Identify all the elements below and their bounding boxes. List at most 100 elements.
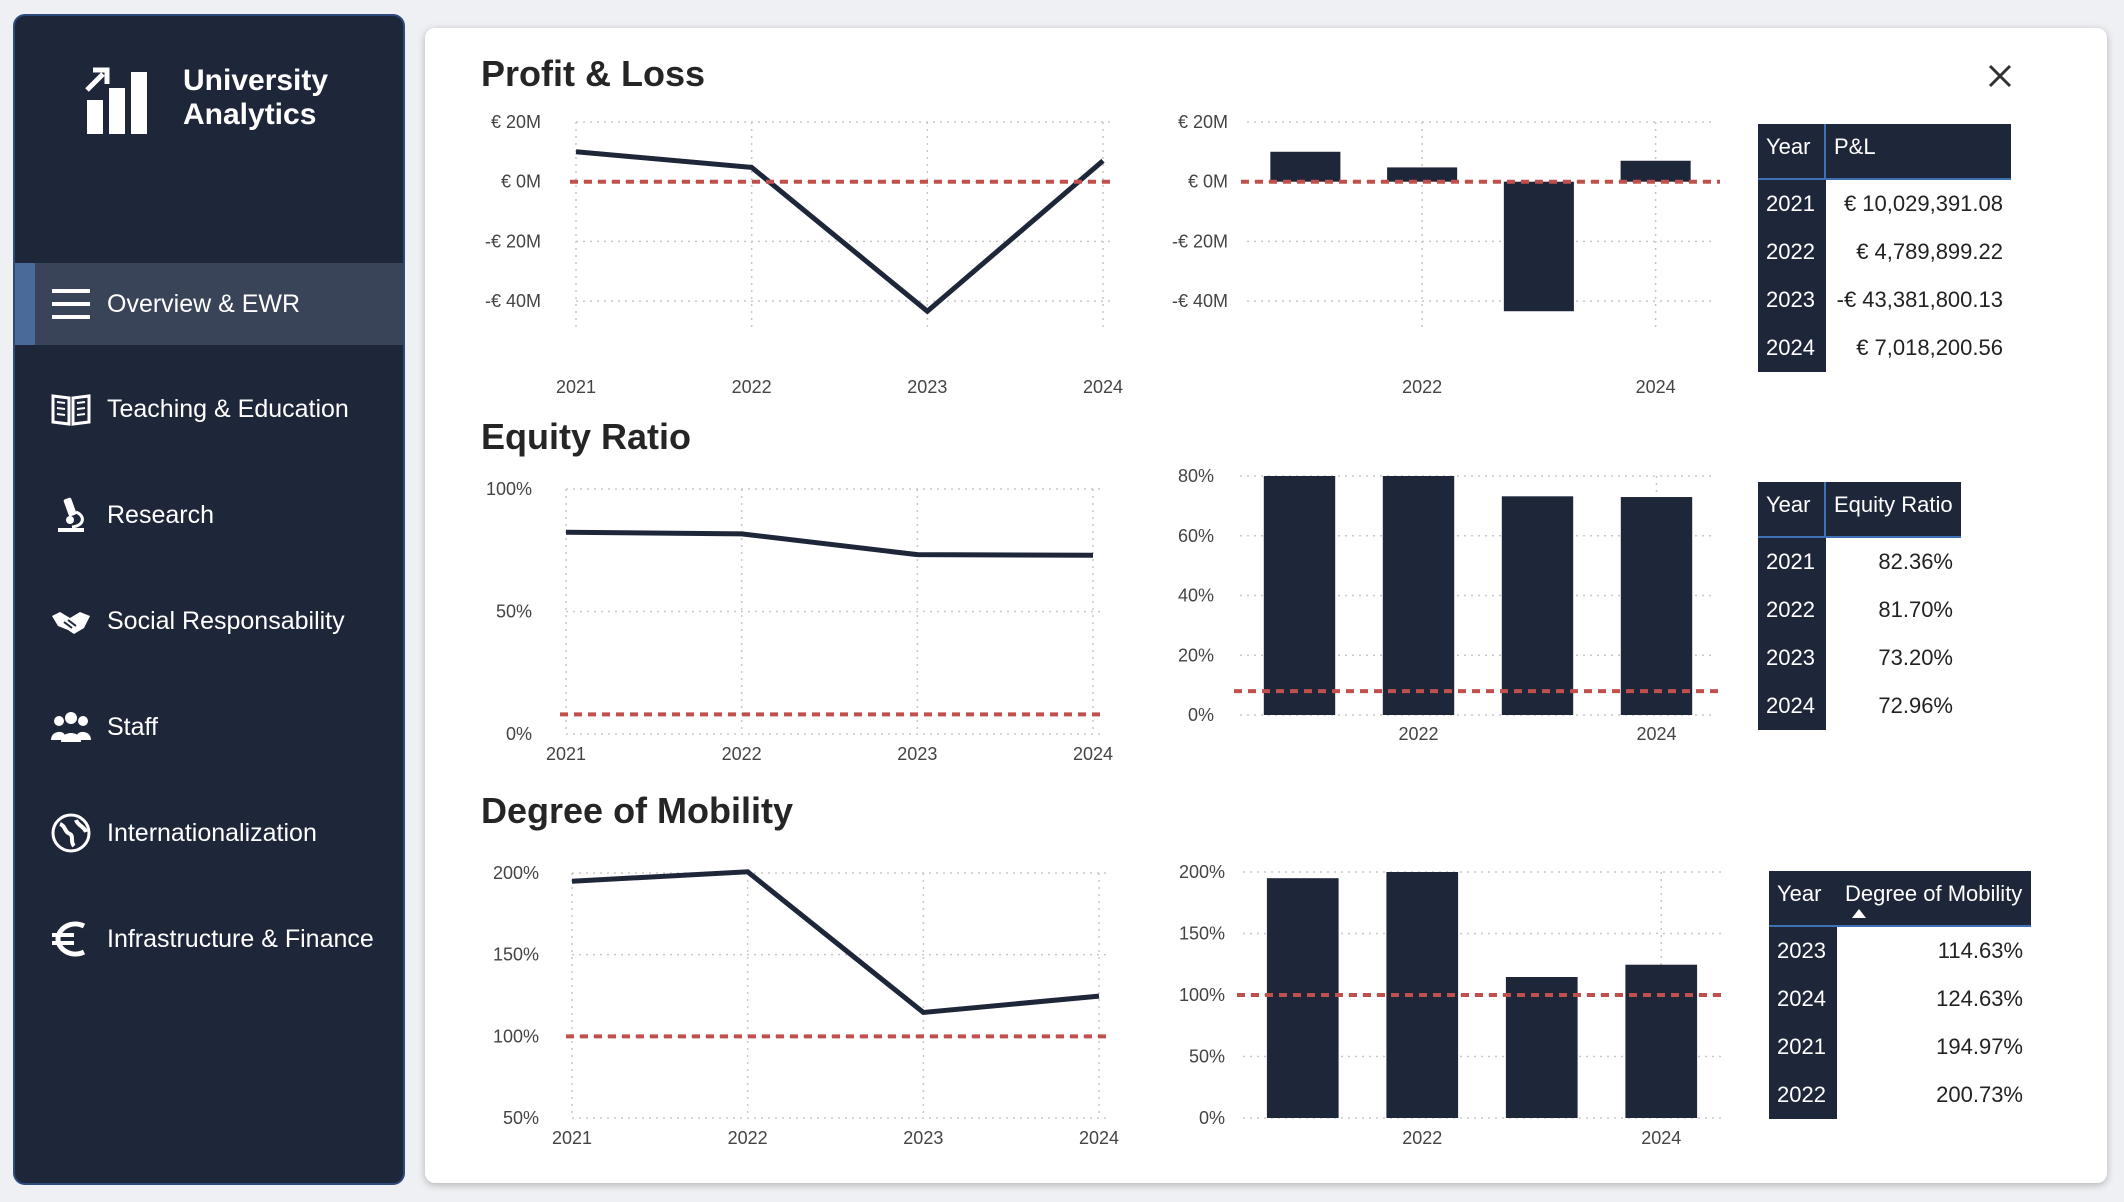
bar (1505, 977, 1578, 1118)
sidebar-item-overview[interactable]: Overview & EWR (15, 263, 403, 345)
series-line (571, 869, 1100, 1016)
sidebar-item-label: Overview & EWR (107, 289, 301, 318)
table-cell-year: 2024 (1758, 324, 1826, 372)
column-header-year[interactable]: Year (1758, 124, 1826, 178)
sidebar-item-label: Staff (107, 712, 158, 741)
y-tick-label: 150% (1179, 924, 1225, 944)
table-cell-year: 2021 (1769, 1023, 1837, 1071)
equity-table: Year Equity Ratio 2021 82.36% 2022 81.70% … (1758, 482, 1961, 730)
table-row: 2022 81.70% (1758, 586, 1961, 634)
y-tick-label: € 20M (491, 112, 541, 132)
y-tick-label: 150% (493, 945, 539, 965)
pnl-table: Year P&L 2021 € 10,029,391.08 2022 € 4,789… (1758, 124, 2011, 372)
y-tick-label: € 20M (1178, 112, 1228, 132)
x-tick-label: 2021 (556, 377, 596, 397)
sidebar-item-social[interactable]: Social Responsability (15, 580, 403, 662)
brand-line2: Analytics (183, 98, 317, 131)
bar (1625, 964, 1698, 1118)
close-icon[interactable] (1980, 56, 2020, 96)
y-tick-label: € 0M (1188, 172, 1228, 192)
y-tick-label: 100% (486, 479, 532, 499)
bar (1387, 167, 1458, 182)
handshake-icon (49, 599, 93, 643)
x-tick-label: 2022 (732, 377, 772, 397)
y-tick-label: € 0M (501, 172, 541, 192)
column-header-year[interactable]: Year (1758, 482, 1826, 536)
book-icon (49, 387, 93, 431)
table-row: 2021 194.97% (1769, 1023, 2031, 1071)
column-header-degree-of-mobility[interactable]: Degree of Mobility (1845, 881, 2023, 906)
table-row: 2021 € 10,029,391.08 (1758, 180, 2011, 228)
table-row: 2024 € 7,018,200.56 (1758, 324, 2011, 372)
bar (1270, 151, 1341, 182)
sidebar-item-label: Infrastructure & Finance (107, 924, 374, 953)
bar (1382, 476, 1455, 715)
brand: University Analytics (81, 56, 328, 140)
euro-icon (49, 917, 93, 961)
y-tick-label: -€ 20M (1172, 231, 1228, 251)
table-cell-year: 2023 (1758, 634, 1826, 682)
sidebar-item-teaching[interactable]: Teaching & Education (15, 368, 403, 450)
x-tick-label: 2024 (1073, 744, 1113, 764)
bar (1501, 496, 1574, 715)
sidebar-item-staff[interactable]: Staff (15, 686, 403, 768)
brand-name: University Analytics (183, 64, 328, 132)
series-line (575, 149, 1105, 315)
column-header-equity-ratio[interactable]: Equity Ratio (1834, 492, 1953, 517)
table-row: 2021 82.36% (1758, 538, 1961, 586)
x-tick-label: 2024 (1079, 1128, 1119, 1148)
section-title-mobility: Degree of Mobility (481, 790, 794, 831)
column-header-year[interactable]: Year (1777, 881, 1822, 906)
table-cell-year: 2023 (1769, 927, 1837, 975)
bar (1266, 878, 1339, 1118)
table-row: 2023 114.63% (1769, 927, 2031, 975)
table-row: 2023 73.20% (1758, 634, 1961, 682)
table-cell-value: -€ 43,381,800.13 (1836, 287, 2003, 312)
table-row: 2023 -€ 43,381,800.13 (1758, 276, 2011, 324)
x-tick-label: 2024 (1641, 1128, 1681, 1148)
table-row: 2024 124.63% (1769, 975, 2031, 1023)
table-cell-value: 114.63% (1937, 938, 2023, 963)
y-tick-label: 100% (493, 1026, 539, 1046)
y-tick-label: -€ 20M (485, 231, 541, 251)
table-cell-value: € 10,029,391.08 (1843, 191, 2003, 216)
y-tick-label: 0% (506, 724, 532, 744)
x-tick-label: 2021 (552, 1128, 592, 1148)
sidebar-item-label: Research (107, 500, 214, 529)
x-tick-label: 2024 (1636, 377, 1676, 397)
sidebar-item-internationalization[interactable]: Internationalization (15, 792, 403, 874)
bar (1620, 497, 1693, 715)
table-cell-value: € 4,789,899.22 (1856, 239, 2003, 264)
sidebar: University Analytics Overview & EWR Teac… (13, 14, 405, 1185)
section-title-pnl: Profit & Loss (481, 53, 706, 94)
column-header-pnl[interactable]: P&L (1834, 134, 1876, 159)
x-tick-label: 2022 (728, 1128, 768, 1148)
table-cell-year: 2023 (1758, 276, 1826, 324)
sidebar-item-infrastructure[interactable]: Infrastructure & Finance (15, 898, 403, 980)
bar (1263, 476, 1336, 715)
mobility-table: Year Degree of Mobility 2023 114.63% 2024… (1769, 871, 2031, 1119)
globe-icon (49, 811, 93, 855)
y-tick-label: -€ 40M (1172, 291, 1228, 311)
y-tick-label: 40% (1178, 586, 1214, 606)
table-row: 2022 € 4,789,899.22 (1758, 228, 2011, 276)
y-tick-label: 0% (1188, 705, 1214, 725)
section-title-equity: Equity Ratio (481, 416, 692, 457)
series-line (565, 529, 1094, 558)
table-cell-year: 2024 (1758, 682, 1826, 730)
table-cell-year: 2021 (1758, 180, 1826, 228)
x-tick-label: 2024 (1083, 377, 1123, 397)
y-tick-label: 80% (1178, 466, 1214, 486)
sort-ascending-icon[interactable] (1852, 909, 1866, 918)
sidebar-item-research[interactable]: Research (15, 474, 403, 556)
table-row: 2022 200.73% (1769, 1071, 2031, 1119)
y-tick-label: 50% (1189, 1047, 1225, 1067)
y-tick-label: 200% (493, 863, 539, 883)
table-cell-year: 2022 (1758, 228, 1826, 276)
y-tick-label: 60% (1178, 526, 1214, 546)
brand-line1: University (183, 64, 329, 97)
y-tick-label: 100% (1179, 985, 1225, 1005)
